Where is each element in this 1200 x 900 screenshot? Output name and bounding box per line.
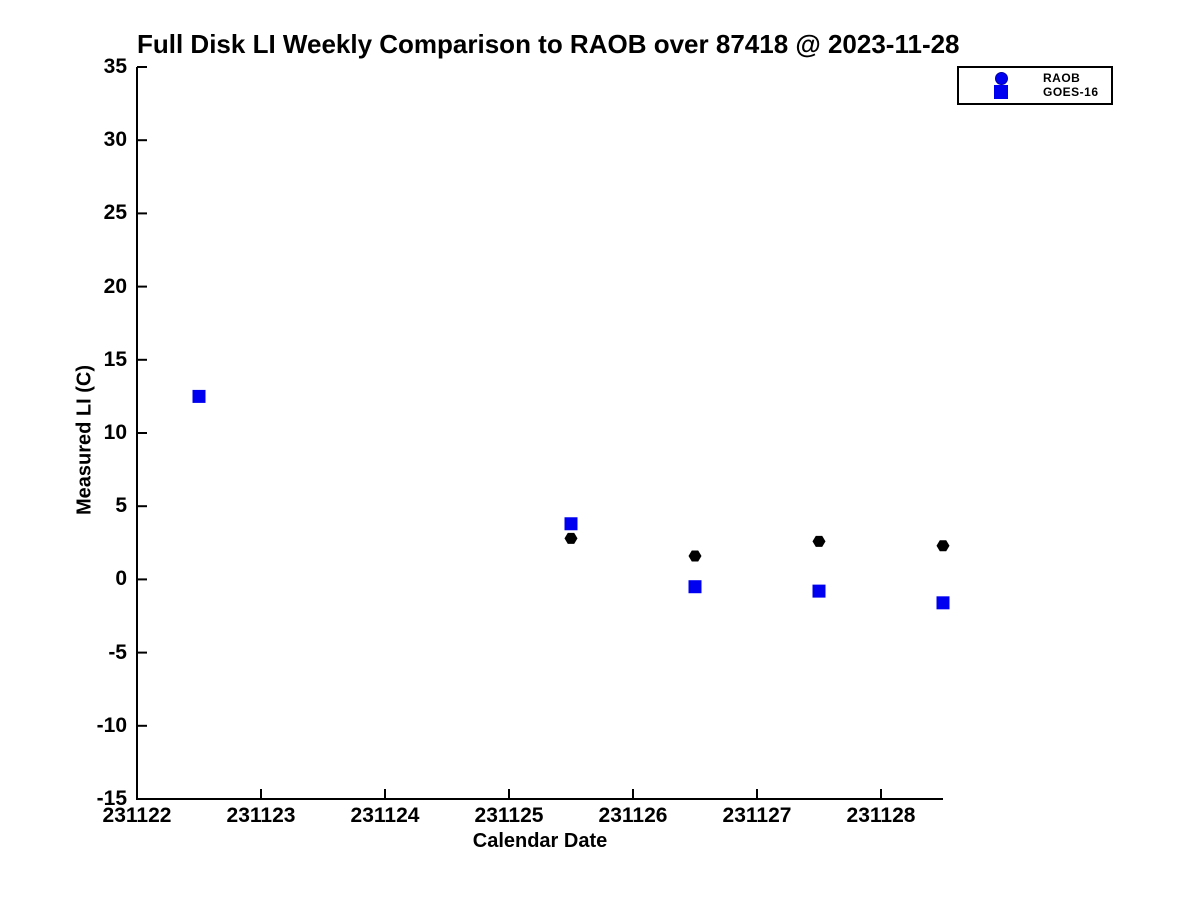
data-point-goes-16 <box>936 596 950 610</box>
legend-marker-circle-icon <box>994 71 1008 85</box>
legend-marker-cell <box>959 71 1043 85</box>
legend-marker-square-icon <box>994 85 1008 99</box>
legend-label: RAOB <box>1043 71 1081 85</box>
y-tick-label: 10 <box>103 421 127 444</box>
data-point-goes-16 <box>564 517 578 531</box>
x-tick-label: 231127 <box>722 804 792 827</box>
x-tick-label: 231124 <box>350 804 420 827</box>
data-point-raob <box>812 535 826 547</box>
x-tick-label: 231125 <box>474 804 544 827</box>
legend-marker-cell <box>959 85 1043 99</box>
legend: RAOB GOES-16 <box>957 66 1113 105</box>
data-point-goes-16 <box>812 584 826 598</box>
y-tick-label: 35 <box>103 55 127 78</box>
x-axis-label: Calendar Date <box>472 830 608 852</box>
x-tick-label: 231122 <box>102 804 172 827</box>
chart-title: Full Disk LI Weekly Comparison to RAOB o… <box>137 29 960 59</box>
y-tick-label: 25 <box>103 201 127 225</box>
y-tick-label: -5 <box>108 640 127 664</box>
y-tick-label: 5 <box>115 494 127 518</box>
data-point-raob <box>564 532 578 544</box>
x-tick-label: 231123 <box>226 804 296 827</box>
legend-row: GOES-16 <box>959 85 1111 99</box>
data-point-raob <box>936 540 950 552</box>
legend-row: RAOB <box>959 71 1111 85</box>
data-point-goes-16 <box>688 580 702 594</box>
x-tick-label: 231126 <box>598 804 668 827</box>
y-tick-label: 20 <box>103 274 127 298</box>
y-tick-label: 30 <box>103 128 127 152</box>
y-tick-label: -15 <box>96 787 127 810</box>
y-tick-label: 15 <box>103 347 127 371</box>
y-tick-label: 0 <box>115 567 127 591</box>
data-point-goes-16 <box>192 389 206 403</box>
legend-label: GOES-16 <box>1043 85 1099 99</box>
y-tick-label: -10 <box>96 713 127 737</box>
x-tick-label: 231128 <box>846 804 916 827</box>
data-point-raob <box>688 550 702 562</box>
